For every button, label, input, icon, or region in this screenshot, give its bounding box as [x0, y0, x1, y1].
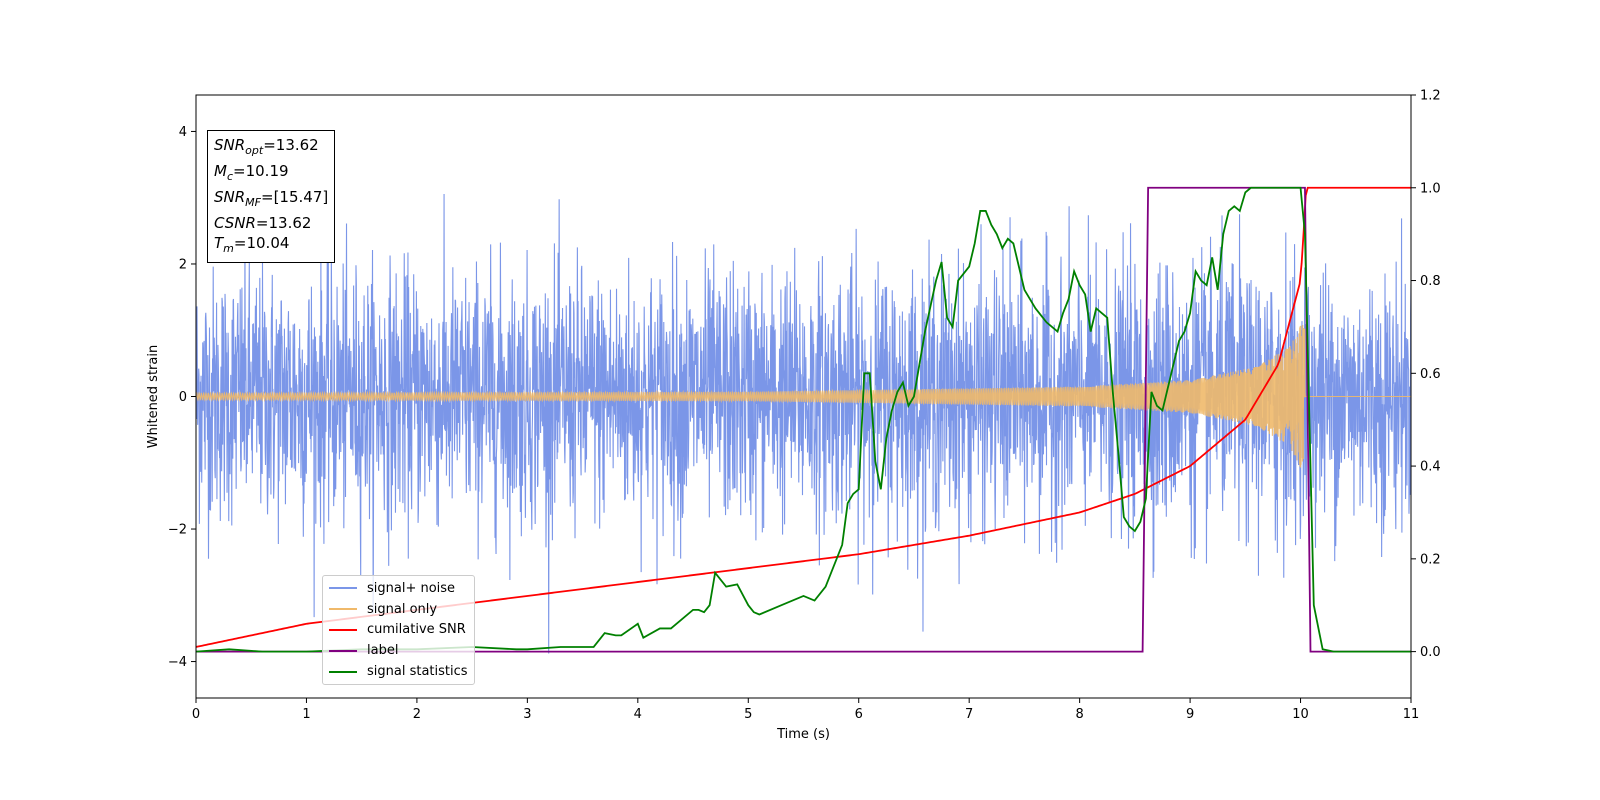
csnr-line: CSNR=13.62 — [214, 214, 312, 232]
y-axis-label: Whitened strain — [146, 345, 161, 448]
y-tick-label: −4 — [168, 655, 187, 670]
y2-tick-label: 1.0 — [1420, 181, 1441, 196]
legend-label-signal-noise: signal+ noise — [367, 580, 456, 596]
legend-swatch-signal-only — [329, 608, 357, 611]
legend-item-signal-statistics: signal statistics — [329, 661, 468, 682]
legend-swatch-signal-statistics — [329, 670, 357, 673]
tm-value: 10.04 — [246, 234, 290, 252]
series-signal-noise — [196, 194, 1411, 654]
series-label — [196, 186, 1411, 653]
legend-item-signal-only: signal only — [329, 599, 468, 620]
y-tick-label: −2 — [168, 523, 187, 538]
x-tick-label: 9 — [1186, 707, 1194, 722]
legend: signal+ noise signal only cumilative SNR… — [322, 575, 475, 685]
x-tick-label: 2 — [413, 707, 421, 722]
x-tick-label: 0 — [192, 707, 200, 722]
mc-line: Mc=10.19 — [214, 162, 289, 183]
x-tick-label: 6 — [855, 707, 863, 722]
legend-label-cumulative-snr: cumilative SNR — [367, 622, 466, 638]
y-tick-label: 2 — [179, 257, 187, 272]
x-tick-label: 11 — [1403, 707, 1420, 722]
csnr-value: 13.62 — [268, 214, 312, 232]
x-tick-label: 8 — [1075, 707, 1083, 722]
legend-item-cumulative-snr: cumilative SNR — [329, 620, 468, 641]
axes: 0 1 2 3 4 5 6 7 8 9 10 11 −4 −2 0 2 4 0.0 0.2 0.4 0.6 0.8 1.0 1… — [146, 89, 1441, 743]
snr-annotation-box: SNRopt=13.62 Mc=10.19 SNRMF=[15.47] CSNR… — [207, 130, 336, 263]
legend-swatch-signal-noise — [329, 587, 357, 590]
y2-tick-label: 0.2 — [1420, 552, 1441, 567]
x-tick-label: 4 — [634, 707, 642, 722]
x-tick-label: 10 — [1292, 707, 1309, 722]
x-axis-label: Time (s) — [776, 727, 830, 742]
snr-opt-value: 13.62 — [275, 136, 319, 154]
tm-line: Tm=10.04 — [214, 234, 290, 255]
snr-mf-line: SNRMF=[15.47] — [214, 188, 329, 209]
x-tick-label: 7 — [965, 707, 973, 722]
legend-label-label: label — [367, 643, 399, 659]
mc-value: 10.19 — [245, 162, 289, 180]
y2-tick-label: 0.6 — [1420, 367, 1441, 382]
snr-mf-value: [15.47] — [273, 188, 329, 206]
y2-tick-label: 1.2 — [1420, 89, 1441, 104]
legend-item-signal-noise: signal+ noise — [329, 578, 468, 599]
x-tick-label: 1 — [302, 707, 310, 722]
legend-label-signal-statistics: signal statistics — [367, 664, 468, 680]
y-tick-label: 4 — [179, 125, 187, 140]
y2-tick-label: 0.8 — [1420, 274, 1441, 289]
legend-swatch-label — [329, 649, 357, 652]
x-tick-label: 3 — [523, 707, 531, 722]
x-tick-label: 5 — [744, 707, 752, 722]
legend-swatch-cumulative-snr — [329, 628, 357, 631]
y2-tick-label: 0.4 — [1420, 460, 1441, 475]
legend-label-signal-only: signal only — [367, 601, 438, 617]
snr-opt-line: SNRopt=13.62 — [214, 136, 319, 157]
series-signal-only — [196, 325, 1411, 468]
series-signal-statistics — [196, 186, 1411, 653]
legend-item-label: label — [329, 640, 468, 661]
y-tick-label: 0 — [179, 390, 187, 405]
y2-tick-label: 0.0 — [1420, 645, 1441, 660]
